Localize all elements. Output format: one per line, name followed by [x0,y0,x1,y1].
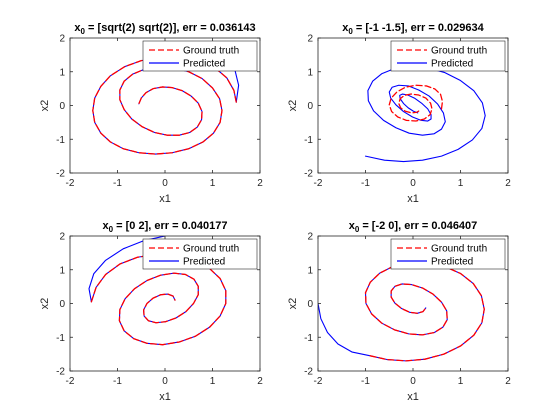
y-tick-label: -1 [56,333,65,344]
x-tick-label: 1 [458,376,464,387]
series-group [318,262,485,362]
x-tick-label: 2 [257,376,263,387]
y-axis-label: x2 [287,298,299,310]
x-tick-label: 0 [162,376,168,387]
subplot-2: -2 -1 0 1 2 -2 -1 0 1 2 x1 x2 x0 = [-1 -1.5], err = … [287,22,511,205]
y-tick-label: -1 [304,333,313,344]
x-tick-label: 2 [505,178,511,189]
x-tick-label: -2 [314,178,323,189]
legend-entry-label: Predicted [183,59,225,70]
legend-entry-label: Predicted [431,257,473,268]
subplot-3: -2 -1 0 1 2 -2 -1 0 1 2 x1 x2 x0 = [0 2], err = 0.04… [39,220,263,403]
series-group [364,65,486,163]
y-tick-label: 0 [307,101,313,112]
legend-entry-label: Ground truth [431,46,487,57]
subplot-1: -2 -1 0 1 2 -2 -1 0 1 2 x1 x2 x0 = [sqrt(2) sqrt(2)]… [39,22,263,205]
x-tick-label: -2 [314,376,323,387]
x-tick-label: 2 [257,178,263,189]
x-tick-label: -1 [361,178,370,189]
legend: Ground truth Predicted [390,238,506,270]
y-tick-label: -2 [56,367,65,378]
x-tick-label: 0 [410,178,416,189]
y-tick-label: -1 [304,135,313,146]
y-tick-label: 2 [59,34,65,45]
y-tick-label: 2 [307,232,313,243]
subplot-4: -2 -1 0 1 2 -2 -1 0 1 2 x1 x2 x0 = [-2 0], err = 0.0… [287,220,511,403]
x-tick-label: -1 [113,178,122,189]
x-tick-label: -1 [113,376,122,387]
x-tick-label: 1 [210,178,216,189]
x-axis-label: x1 [159,391,171,403]
x-axis-label: x1 [407,391,419,403]
y-axis-label: x2 [287,100,299,112]
x-tick-label: 0 [162,178,168,189]
legend-entry-label: Predicted [431,59,473,70]
y-tick-label: 0 [59,299,65,310]
legend-box [390,238,506,270]
y-tick-label: -2 [304,367,313,378]
chart-title: x0 = [sqrt(2) sqrt(2)], err = 0.036143 [74,22,255,36]
chart-title: x0 = [0 2], err = 0.040177 [103,220,228,234]
y-axis-label: x2 [39,100,51,112]
series-line-ground-truth [388,84,444,122]
y-axis-label: x2 [39,298,51,310]
y-tick-label: 1 [307,67,313,78]
x-axis-label: x1 [159,193,171,205]
series-line-predicted [364,65,486,163]
y-tick-label: 1 [59,67,65,78]
legend-entry-label: Ground truth [183,244,239,255]
x-axis-label: x1 [407,193,419,205]
x-tick-label: 2 [505,376,511,387]
series-line-ground-truth [364,262,485,362]
legend: Ground truth Predicted [142,238,258,270]
y-tick-label: 1 [59,265,65,276]
y-tick-label: -2 [304,169,313,180]
y-tick-label: -1 [56,135,65,146]
x-tick-label: 1 [210,376,216,387]
y-tick-label: 0 [307,299,313,310]
legend-entry-label: Ground truth [183,46,239,57]
legend-box [142,40,258,72]
series-group [92,56,240,155]
x-tick-label: -2 [66,376,75,387]
legend-box [390,40,506,72]
x-tick-label: -1 [361,376,370,387]
y-tick-label: -2 [56,169,65,180]
y-tick-label: 1 [307,265,313,276]
legend: Ground truth Predicted [142,40,258,72]
legend-entry-label: Ground truth [431,244,487,255]
legend: Ground truth Predicted [390,40,506,72]
x-tick-label: -2 [66,178,75,189]
series-line-ground-truth [92,56,237,155]
y-tick-label: 2 [307,34,313,45]
y-tick-label: 0 [59,101,65,112]
x-tick-label: 0 [410,376,416,387]
x-tick-label: 1 [458,178,464,189]
legend-entry-label: Predicted [183,257,225,268]
chart-title: x0 = [-2 0], err = 0.046407 [349,220,478,234]
legend-box [142,238,258,270]
chart-title: x0 = [-1 -1.5], err = 0.029634 [342,22,484,36]
y-tick-label: 2 [59,232,65,243]
